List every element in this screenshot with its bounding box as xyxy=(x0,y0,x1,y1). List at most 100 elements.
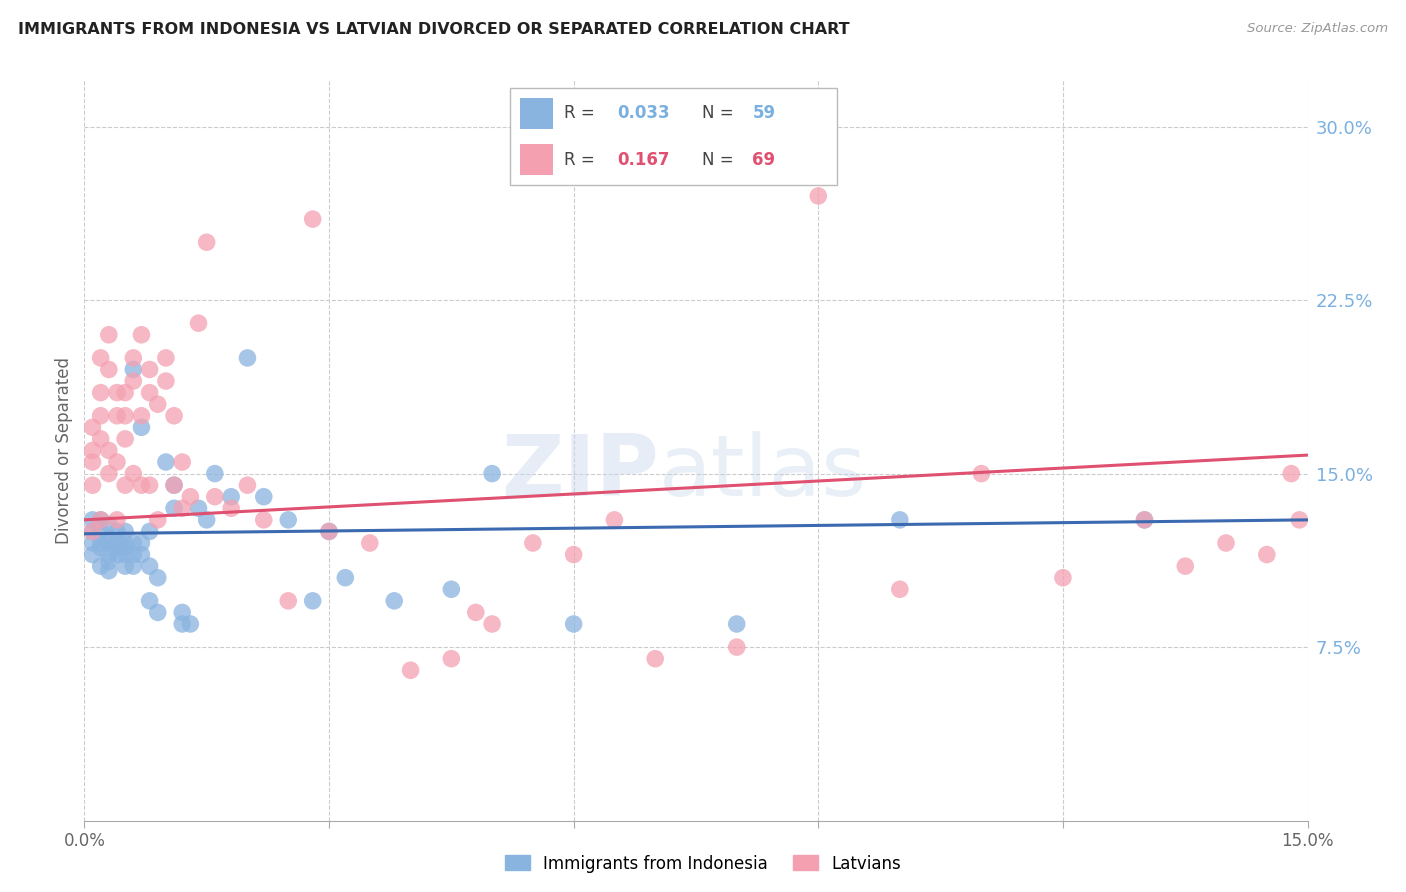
Point xyxy=(725,617,748,632)
Point xyxy=(359,536,381,550)
Point xyxy=(464,606,486,620)
Point xyxy=(440,651,463,665)
Point xyxy=(187,316,209,330)
Point xyxy=(131,478,153,492)
Point xyxy=(163,501,186,516)
Point xyxy=(889,513,911,527)
Point xyxy=(163,478,186,492)
Point xyxy=(195,235,218,250)
Point xyxy=(179,490,201,504)
Point xyxy=(105,455,128,469)
Point xyxy=(163,478,186,492)
Point xyxy=(90,432,112,446)
Point xyxy=(253,513,276,527)
Point xyxy=(105,513,128,527)
Point xyxy=(277,594,299,608)
Point xyxy=(90,524,112,539)
Point xyxy=(97,532,120,546)
Point xyxy=(82,455,104,469)
Point xyxy=(114,385,136,400)
Point xyxy=(277,513,299,527)
Point xyxy=(82,524,104,539)
Text: N =: N = xyxy=(702,104,734,122)
Point xyxy=(155,374,177,388)
Point xyxy=(522,536,544,550)
Point xyxy=(90,541,112,555)
Point xyxy=(236,478,259,492)
Point xyxy=(82,536,104,550)
Point xyxy=(97,362,120,376)
Point xyxy=(603,513,626,527)
Point xyxy=(114,524,136,539)
Point xyxy=(131,409,153,423)
Point xyxy=(562,548,585,562)
Point xyxy=(301,212,323,227)
Point xyxy=(114,478,136,492)
Text: R =: R = xyxy=(564,151,595,169)
Point xyxy=(90,559,112,574)
Point xyxy=(105,409,128,423)
Point xyxy=(1133,513,1156,527)
FancyBboxPatch shape xyxy=(509,87,837,186)
Text: IMMIGRANTS FROM INDONESIA VS LATVIAN DIVORCED OR SEPARATED CORRELATION CHART: IMMIGRANTS FROM INDONESIA VS LATVIAN DIV… xyxy=(18,22,849,37)
Point xyxy=(90,351,112,365)
Point xyxy=(122,351,145,365)
Point xyxy=(114,541,136,555)
Point xyxy=(1288,513,1310,527)
Point xyxy=(82,524,104,539)
Point xyxy=(204,467,226,481)
Point xyxy=(179,617,201,632)
Text: 69: 69 xyxy=(752,151,776,169)
Text: R =: R = xyxy=(564,104,595,122)
Point xyxy=(90,513,112,527)
Point xyxy=(172,606,194,620)
Point xyxy=(97,536,120,550)
Point xyxy=(172,455,194,469)
Text: 0.167: 0.167 xyxy=(617,151,671,169)
Point xyxy=(644,651,666,665)
Point xyxy=(163,409,186,423)
Text: 59: 59 xyxy=(752,104,776,122)
Text: 0.033: 0.033 xyxy=(617,104,671,122)
Point xyxy=(146,397,169,411)
Point xyxy=(82,548,104,562)
Point xyxy=(440,582,463,597)
Point xyxy=(138,524,160,539)
Point xyxy=(122,548,145,562)
Point xyxy=(219,501,242,516)
Point xyxy=(114,409,136,423)
Point xyxy=(131,548,153,562)
Point xyxy=(131,536,153,550)
Point xyxy=(82,513,104,527)
Point xyxy=(1052,571,1074,585)
Point xyxy=(122,536,145,550)
Point xyxy=(105,524,128,539)
Point xyxy=(131,327,153,342)
Point xyxy=(97,517,120,532)
Point xyxy=(146,513,169,527)
Text: atlas: atlas xyxy=(659,431,868,514)
Point xyxy=(97,548,120,562)
Point xyxy=(236,351,259,365)
Point xyxy=(481,617,503,632)
Point xyxy=(382,594,405,608)
Point xyxy=(90,409,112,423)
Point xyxy=(105,548,128,562)
Point xyxy=(114,548,136,562)
Point xyxy=(204,490,226,504)
Point xyxy=(97,467,120,481)
Point xyxy=(122,362,145,376)
Point xyxy=(399,663,422,677)
Legend: Immigrants from Indonesia, Latvians: Immigrants from Indonesia, Latvians xyxy=(498,848,908,880)
Point xyxy=(97,327,120,342)
Point xyxy=(970,467,993,481)
Point xyxy=(725,640,748,654)
Text: Source: ZipAtlas.com: Source: ZipAtlas.com xyxy=(1247,22,1388,36)
Point xyxy=(301,594,323,608)
Point xyxy=(97,554,120,569)
Point xyxy=(155,351,177,365)
Point xyxy=(105,385,128,400)
Point xyxy=(131,420,153,434)
Point xyxy=(1215,536,1237,550)
Point xyxy=(90,536,112,550)
